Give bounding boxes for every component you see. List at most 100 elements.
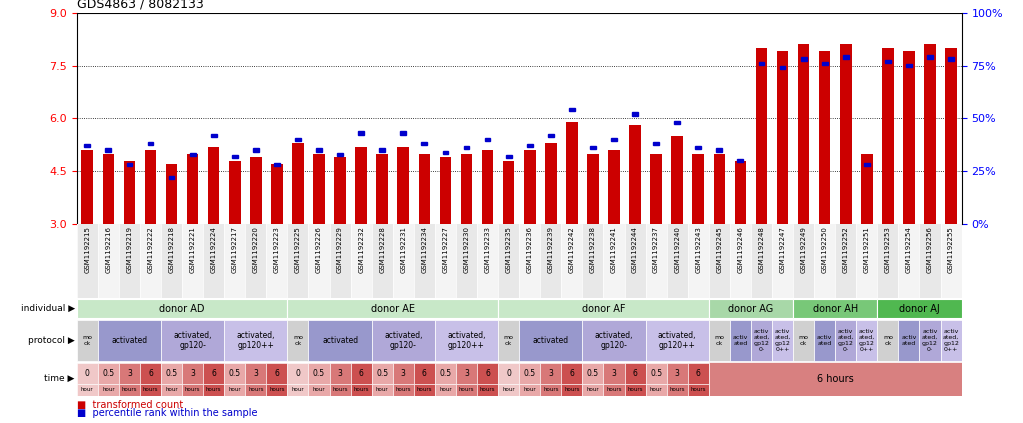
Bar [713, 154, 725, 224]
Bar [329, 224, 351, 298]
Text: GSM1192222: GSM1192222 [147, 226, 153, 273]
Bar [519, 320, 582, 361]
Text: activ
ated,
gp12
0++: activ ated, gp12 0++ [774, 330, 791, 352]
Bar [693, 154, 704, 224]
Text: 3: 3 [612, 369, 617, 378]
Bar [414, 363, 435, 384]
Text: 0.5: 0.5 [376, 369, 389, 378]
Text: activ
ated,
gp12
0-: activ ated, gp12 0- [922, 330, 938, 352]
Text: activ
ated: activ ated [817, 335, 833, 346]
Text: hours: hours [607, 387, 622, 392]
Bar [729, 320, 751, 361]
Bar [920, 224, 940, 298]
Bar [140, 363, 161, 384]
Bar [548, 134, 553, 137]
Bar [477, 363, 498, 384]
Text: hours: hours [458, 387, 475, 392]
Text: 6: 6 [696, 369, 701, 378]
Bar [287, 363, 309, 384]
Bar [856, 224, 878, 298]
Bar [287, 320, 309, 361]
Text: activ
ated: activ ated [901, 335, 917, 346]
Text: GSM1192235: GSM1192235 [505, 226, 512, 273]
Text: hours: hours [269, 387, 284, 392]
Text: GSM1192247: GSM1192247 [780, 226, 786, 273]
Text: GSM1192238: GSM1192238 [590, 226, 596, 273]
Text: hours: hours [416, 387, 432, 392]
Text: hours: hours [353, 387, 369, 392]
Text: hours: hours [248, 387, 264, 392]
Bar [398, 147, 409, 224]
Bar [287, 384, 309, 396]
Text: GSM1192219: GSM1192219 [127, 226, 132, 273]
Bar [945, 48, 957, 224]
Bar [885, 60, 891, 63]
Bar [646, 320, 709, 361]
Text: 6: 6 [211, 369, 216, 378]
Text: mo
ck: mo ck [503, 335, 514, 346]
Bar [604, 384, 624, 396]
Bar [204, 224, 224, 298]
Bar [609, 150, 620, 224]
Text: 6: 6 [359, 369, 363, 378]
Bar [793, 224, 814, 298]
Bar [835, 224, 856, 298]
Bar [351, 384, 371, 396]
Text: GSM1192243: GSM1192243 [696, 226, 701, 273]
Bar [440, 157, 451, 224]
Bar [772, 320, 793, 361]
Bar [709, 299, 793, 319]
Text: 0: 0 [85, 369, 90, 378]
Bar [295, 138, 301, 141]
Bar [582, 384, 604, 396]
Bar [878, 224, 898, 298]
Bar [371, 224, 393, 298]
Bar [371, 384, 393, 396]
Bar [224, 384, 246, 396]
Bar [818, 52, 831, 224]
Bar [182, 363, 204, 384]
Bar [98, 320, 161, 361]
Text: GSM1192217: GSM1192217 [232, 226, 237, 273]
Bar [485, 138, 490, 141]
Text: hours: hours [691, 387, 706, 392]
Bar [204, 384, 224, 396]
Text: hour: hour [439, 387, 452, 392]
Bar [801, 58, 806, 60]
Text: activ
ated,
gp12
0++: activ ated, gp12 0++ [858, 330, 875, 352]
Bar [545, 143, 557, 224]
Text: 6: 6 [485, 369, 490, 378]
Bar [463, 146, 470, 149]
Bar [98, 384, 119, 396]
Bar [189, 153, 195, 156]
Text: GSM1192228: GSM1192228 [380, 226, 386, 273]
Bar [587, 154, 598, 224]
Text: GSM1192240: GSM1192240 [674, 226, 680, 273]
Bar [414, 384, 435, 396]
Bar [651, 154, 662, 224]
Bar [335, 157, 346, 224]
Text: donor AF: donor AF [582, 304, 625, 314]
Text: 0.5: 0.5 [229, 369, 240, 378]
Bar [358, 132, 364, 135]
Bar [77, 299, 287, 319]
Text: activated,
gp120++: activated, gp120++ [447, 331, 486, 350]
Text: GSM1192251: GSM1192251 [863, 226, 870, 273]
Bar [98, 363, 119, 384]
Text: GSM1192232: GSM1192232 [358, 226, 364, 273]
Bar [84, 144, 90, 147]
Bar [709, 224, 729, 298]
Text: hour: hour [313, 387, 325, 392]
Text: donor AG: donor AG [728, 304, 773, 314]
Text: GSM1192216: GSM1192216 [105, 226, 112, 273]
Text: GSM1192218: GSM1192218 [169, 226, 175, 273]
Text: GSM1192256: GSM1192256 [927, 226, 933, 273]
Text: GSM1192252: GSM1192252 [843, 226, 849, 273]
Bar [776, 52, 789, 224]
Bar [667, 363, 687, 384]
Bar [540, 224, 562, 298]
Text: hour: hour [524, 387, 536, 392]
Bar [316, 148, 322, 151]
Bar [309, 320, 371, 361]
Bar [667, 384, 687, 396]
